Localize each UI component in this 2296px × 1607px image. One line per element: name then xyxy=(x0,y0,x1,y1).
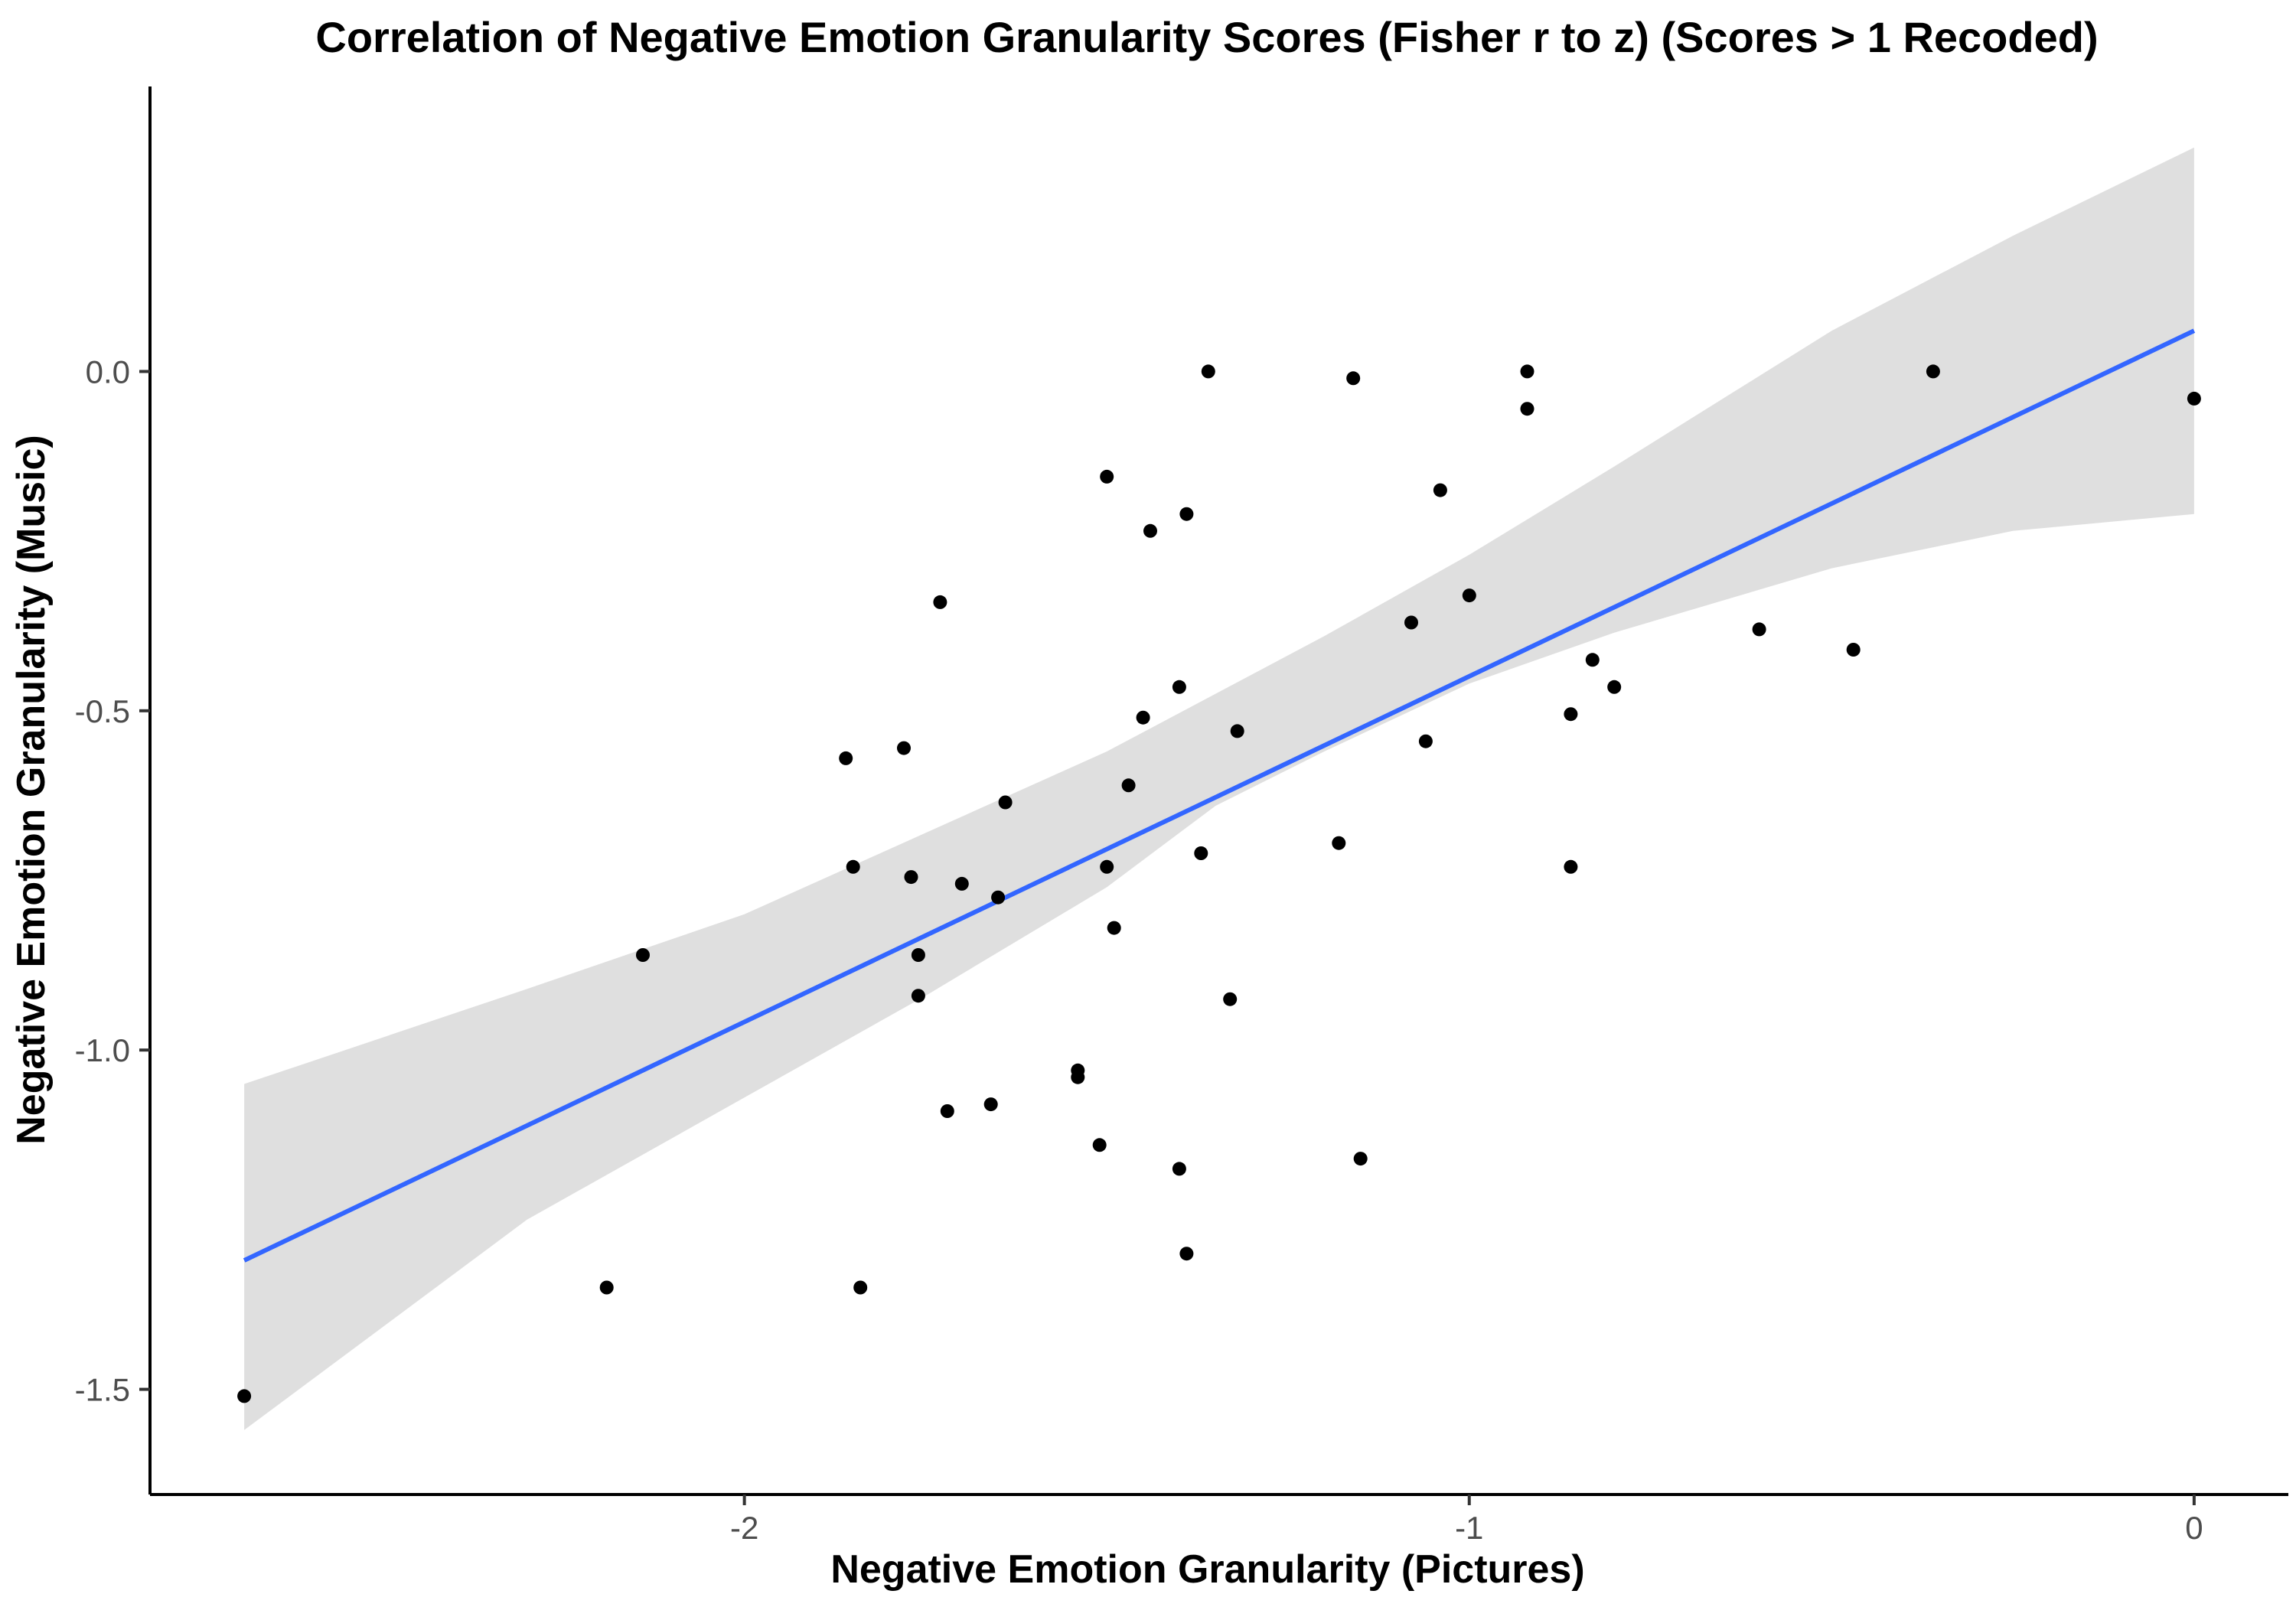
x-axis-title: Negative Emotion Granularity (Pictures) xyxy=(830,1547,1584,1592)
data-point xyxy=(1100,469,1114,484)
data-point xyxy=(1332,836,1346,850)
y-tick-label: 0.0 xyxy=(86,354,130,390)
confidence-band-layer xyxy=(244,147,2194,1430)
data-point xyxy=(1585,653,1600,667)
data-point xyxy=(1520,364,1534,379)
data-point xyxy=(1172,1162,1186,1176)
y-tick-label: -1.0 xyxy=(75,1032,130,1068)
x-tick-label: 0 xyxy=(2185,1510,2203,1546)
data-point xyxy=(1194,846,1208,860)
data-point xyxy=(904,870,918,885)
confidence-band xyxy=(244,147,2194,1430)
data-point xyxy=(1223,992,1238,1006)
data-point xyxy=(933,595,947,609)
data-point xyxy=(1172,680,1186,694)
data-point xyxy=(1520,402,1534,416)
data-point xyxy=(1752,622,1766,637)
data-point xyxy=(1346,371,1361,386)
data-point xyxy=(1179,507,1194,521)
data-point xyxy=(983,1097,998,1112)
data-points-layer xyxy=(237,364,2201,1403)
y-tick-label: -1.5 xyxy=(75,1372,130,1408)
data-point xyxy=(1433,483,1447,497)
x-tick-label: -2 xyxy=(730,1510,758,1546)
data-point xyxy=(1179,1247,1194,1261)
data-point xyxy=(853,1280,868,1295)
data-point xyxy=(1230,724,1244,738)
data-point xyxy=(940,1104,954,1118)
data-point xyxy=(954,876,969,891)
data-point xyxy=(991,890,1006,905)
data-point xyxy=(1201,364,1215,379)
data-point xyxy=(998,795,1013,810)
data-point xyxy=(599,1280,614,1295)
data-point xyxy=(1071,1070,1085,1084)
regression-line xyxy=(243,328,2196,1263)
x-axis-ticks: -2 -1 0 xyxy=(730,1495,2203,1546)
x-tick-label: -1 xyxy=(1455,1510,1483,1546)
data-point xyxy=(839,751,853,765)
data-point xyxy=(1564,859,1578,874)
data-point xyxy=(911,948,925,962)
data-point xyxy=(1092,1138,1107,1152)
data-point xyxy=(1564,707,1578,722)
data-point xyxy=(1136,710,1150,725)
data-point xyxy=(911,989,925,1003)
data-point xyxy=(1418,734,1433,748)
data-point xyxy=(1607,680,1622,694)
data-point xyxy=(1462,588,1476,603)
data-point xyxy=(237,1389,252,1403)
data-point xyxy=(1926,364,1940,379)
data-point xyxy=(1107,921,1121,935)
data-point xyxy=(1846,643,1861,657)
fit-line-layer xyxy=(243,328,2196,1263)
data-point xyxy=(1353,1152,1368,1166)
y-axis-ticks: 0.0 -0.5 -1.0 -1.5 xyxy=(75,354,150,1408)
data-point xyxy=(1143,523,1157,538)
y-tick-label: -0.5 xyxy=(75,693,130,729)
data-point xyxy=(1121,778,1136,793)
data-point xyxy=(1404,615,1418,630)
data-point xyxy=(636,948,650,962)
data-point xyxy=(897,741,911,755)
data-point xyxy=(2187,391,2201,406)
data-point xyxy=(1100,859,1114,874)
y-axis-title: Negative Emotion Granularity (Music) xyxy=(9,435,54,1145)
chart-title: Correlation of Negative Emotion Granular… xyxy=(315,13,2098,61)
data-point xyxy=(846,859,860,874)
